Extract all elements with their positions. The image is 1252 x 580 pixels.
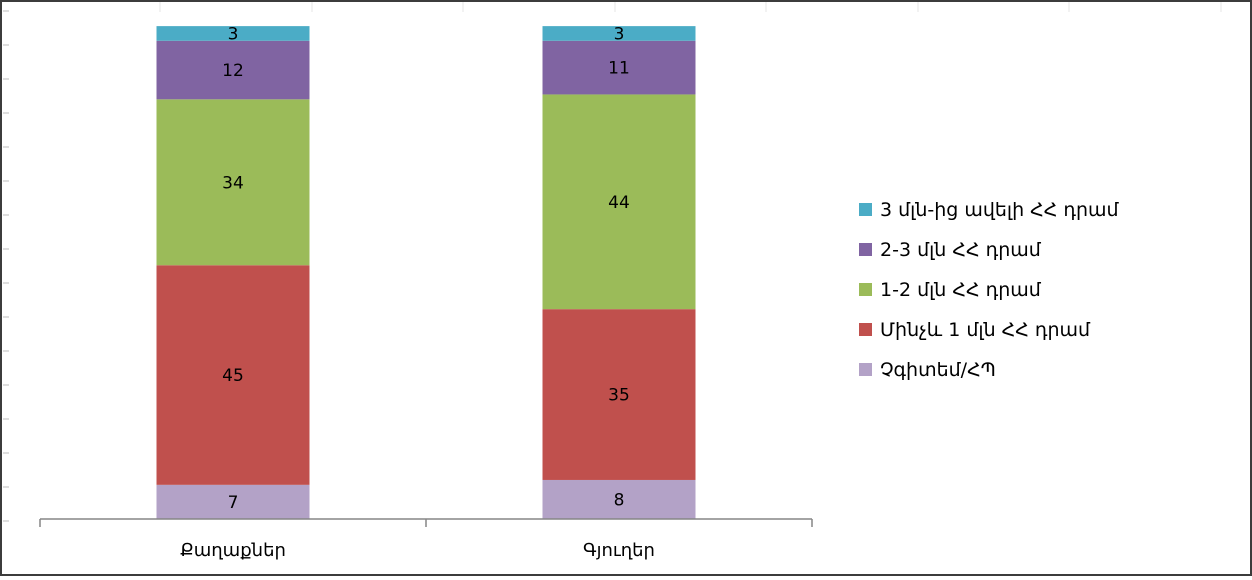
- legend-swatch: [859, 323, 872, 336]
- bar-segment: [156, 26, 310, 41]
- bar-segment: [542, 26, 696, 41]
- legend-swatch: [859, 243, 872, 256]
- y-axis-ticks: [3, 10, 9, 522]
- bar-segment: [542, 40, 696, 95]
- data-label: 12: [222, 61, 244, 81]
- bar-segment: [156, 40, 310, 100]
- bar-segment: [542, 309, 696, 480]
- bar-segment: [156, 484, 310, 519]
- legend-swatch: [859, 283, 872, 296]
- bars: [156, 26, 696, 519]
- data-label: 8: [614, 490, 625, 510]
- bar-segment: [542, 479, 696, 519]
- data-label: 34: [222, 173, 244, 193]
- legend: 3 մլն-ից ավելի ՀՀ դրամ 2-3 մլն ՀՀ դրամ 1-2…: [859, 199, 1120, 381]
- bar-segment: [156, 265, 310, 485]
- legend-label: Մինչև 1 մլն ՀՀ դրամ: [880, 319, 1091, 341]
- data-label: 35: [608, 386, 630, 406]
- legend-swatch: [859, 203, 872, 216]
- legend-label: Չգիտեմ/ՀՊ: [880, 359, 996, 381]
- x-tick-label: Քաղաքներ: [180, 540, 286, 561]
- data-label: 3: [614, 24, 625, 44]
- legend-label: 2-3 մլն ՀՀ դրամ: [880, 239, 1042, 261]
- gridlines: [159, 2, 1222, 12]
- x-tick-label: Գյուղեր: [583, 540, 655, 561]
- x-axis: Քաղաքներ Գյուղեր: [39, 518, 813, 561]
- bar-segment: [542, 94, 696, 310]
- data-label: 7: [228, 493, 239, 513]
- data-label: 45: [222, 366, 244, 386]
- data-label: 3: [228, 24, 239, 44]
- data-label: 44: [608, 193, 630, 213]
- legend-label: 1-2 մլն ՀՀ դրամ: [880, 279, 1042, 301]
- bar-segment: [156, 99, 310, 266]
- data-label: 11: [608, 59, 630, 79]
- legend-label: 3 մլն-ից ավելի ՀՀ դրամ: [880, 199, 1120, 221]
- legend-swatch: [859, 363, 872, 376]
- data-labels: 7 45 34 12 3 8 35 44 11 3: [222, 24, 630, 512]
